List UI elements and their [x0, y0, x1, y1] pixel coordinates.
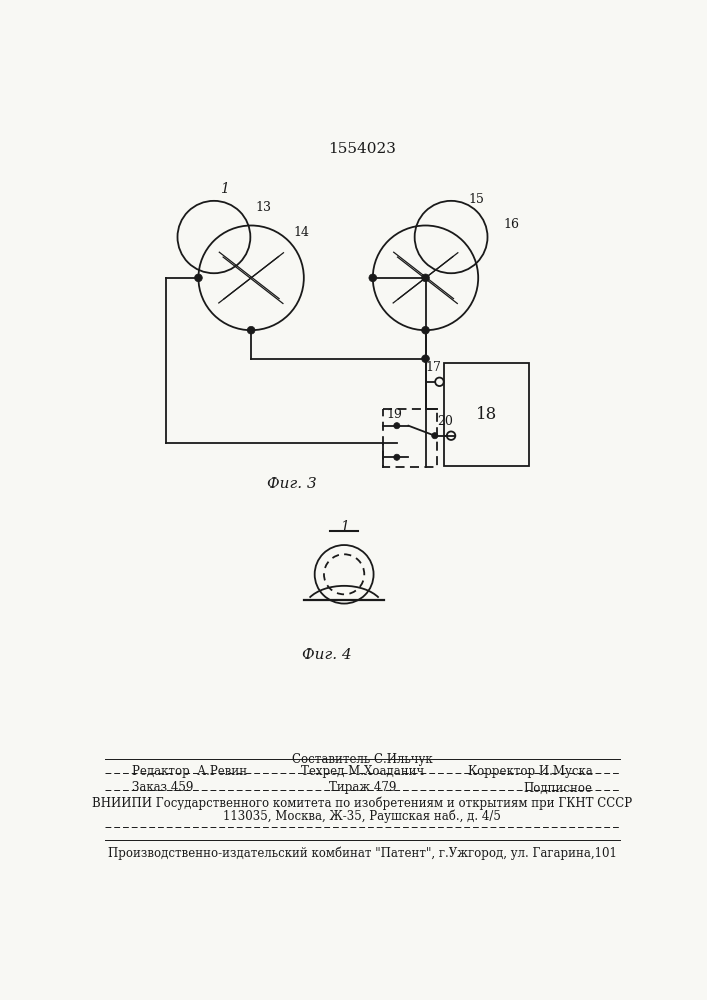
- Text: 18: 18: [476, 406, 497, 423]
- Text: 15: 15: [468, 193, 484, 206]
- Circle shape: [394, 454, 400, 460]
- Text: Фиг. 3: Фиг. 3: [267, 477, 316, 491]
- Text: Корректор И.Муска: Корректор И.Муска: [468, 765, 592, 778]
- Text: 19: 19: [387, 408, 402, 421]
- Text: 16: 16: [503, 218, 519, 231]
- Text: Фиг. 4: Фиг. 4: [301, 648, 351, 662]
- Text: 1: 1: [339, 520, 349, 534]
- Circle shape: [194, 274, 202, 282]
- Text: Редактор  А.Ревин: Редактор А.Ревин: [132, 765, 247, 778]
- Text: 113035, Москва, Ж-35, Раушская наб., д. 4/5: 113035, Москва, Ж-35, Раушская наб., д. …: [223, 810, 501, 823]
- Circle shape: [432, 433, 438, 439]
- Text: 1554023: 1554023: [328, 142, 396, 156]
- Circle shape: [394, 423, 400, 429]
- Text: Подписное: Подписное: [523, 781, 592, 794]
- Bar: [383, 409, 437, 466]
- Text: 20: 20: [437, 415, 453, 428]
- Text: Производственно-издательский комбинат "Патент", г.Ужгород, ул. Гагарина,101: Производственно-издательский комбинат "П…: [108, 847, 617, 860]
- Text: 1: 1: [220, 182, 228, 196]
- Text: 14: 14: [293, 226, 310, 238]
- Circle shape: [421, 326, 429, 334]
- Text: Заказ 459: Заказ 459: [132, 781, 194, 794]
- Circle shape: [247, 326, 255, 334]
- Text: 13: 13: [255, 201, 271, 214]
- Circle shape: [421, 274, 429, 282]
- Text: Техред М.Хоаданич: Техред М.Хоаданич: [300, 765, 424, 778]
- Circle shape: [369, 274, 377, 282]
- Text: Составитель С.Ильчук: Составитель С.Ильчук: [292, 753, 433, 766]
- Text: ВНИИПИ Государственного комитета по изобретениям и открытиям при ГКНТ СССР: ВНИИПИ Государственного комитета по изоб…: [93, 797, 632, 810]
- Circle shape: [421, 355, 429, 363]
- Text: Тираж 479: Тираж 479: [329, 781, 396, 794]
- Text: 17: 17: [426, 361, 441, 374]
- Bar: [444, 363, 529, 466]
